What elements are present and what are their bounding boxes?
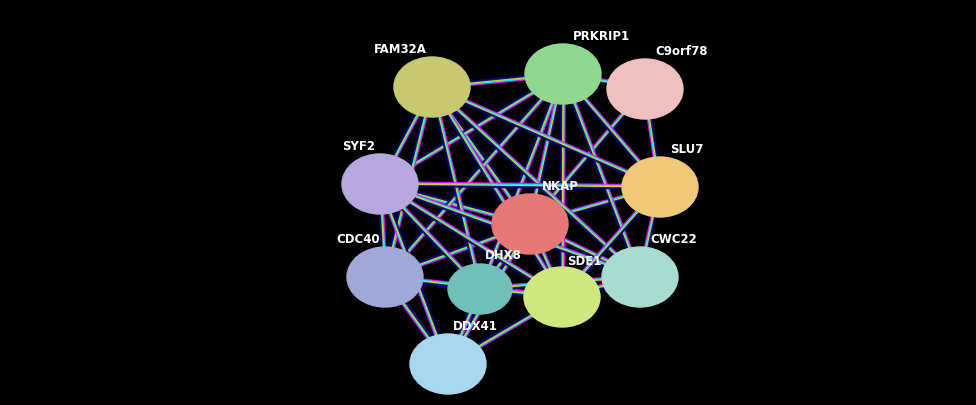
Ellipse shape <box>410 334 486 394</box>
Ellipse shape <box>525 45 601 105</box>
Ellipse shape <box>448 264 512 314</box>
Text: C9orf78: C9orf78 <box>655 45 708 58</box>
Ellipse shape <box>607 60 683 120</box>
Ellipse shape <box>394 58 470 118</box>
Text: SLU7: SLU7 <box>670 143 704 156</box>
Text: CWC22: CWC22 <box>650 232 697 245</box>
Ellipse shape <box>342 155 418 215</box>
Text: SYF2: SYF2 <box>342 140 375 153</box>
Ellipse shape <box>347 247 423 307</box>
Ellipse shape <box>492 194 568 254</box>
Text: FAM32A: FAM32A <box>374 43 427 56</box>
Ellipse shape <box>602 247 678 307</box>
Ellipse shape <box>524 267 600 327</box>
Text: PRKRIP1: PRKRIP1 <box>573 30 630 43</box>
Ellipse shape <box>622 158 698 217</box>
Text: CDC40: CDC40 <box>337 232 380 245</box>
Text: DHX8: DHX8 <box>485 248 522 261</box>
Text: NKAP: NKAP <box>542 179 579 192</box>
Text: DDX41: DDX41 <box>453 319 498 332</box>
Text: SDE1: SDE1 <box>567 254 601 267</box>
